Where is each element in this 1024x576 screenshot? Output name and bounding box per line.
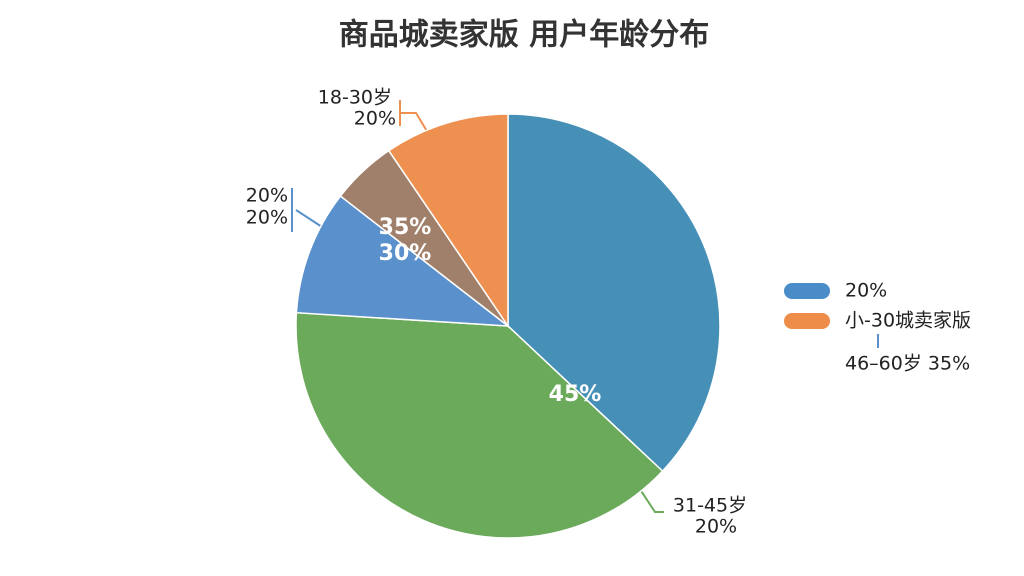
annotation: 35% bbox=[379, 215, 432, 240]
legend-label: 小-30城卖家版 bbox=[845, 310, 971, 332]
annotation: 46–60岁 35% bbox=[845, 353, 970, 375]
pie-slice bbox=[387, 113, 509, 329]
annotation: 20% bbox=[246, 207, 288, 229]
annotation: 18-30岁 bbox=[318, 87, 392, 109]
annotation: 30% bbox=[379, 241, 432, 266]
annotation: 20% bbox=[695, 516, 737, 538]
annotation: 31-45岁 bbox=[673, 495, 747, 517]
pie-slice bbox=[295, 311, 664, 539]
chart-title: 商品城卖家版 用户年龄分布 bbox=[339, 18, 709, 53]
pie-slice bbox=[295, 195, 511, 327]
connectors bbox=[291, 100, 879, 513]
legend-swatch bbox=[784, 313, 830, 329]
pie-slice bbox=[507, 113, 721, 473]
annotation: 20% bbox=[246, 185, 288, 207]
legend-label: 20% bbox=[845, 280, 887, 302]
annotation: 20% bbox=[354, 108, 396, 130]
annotation: 45% bbox=[549, 382, 602, 407]
legend-swatch bbox=[784, 283, 830, 299]
